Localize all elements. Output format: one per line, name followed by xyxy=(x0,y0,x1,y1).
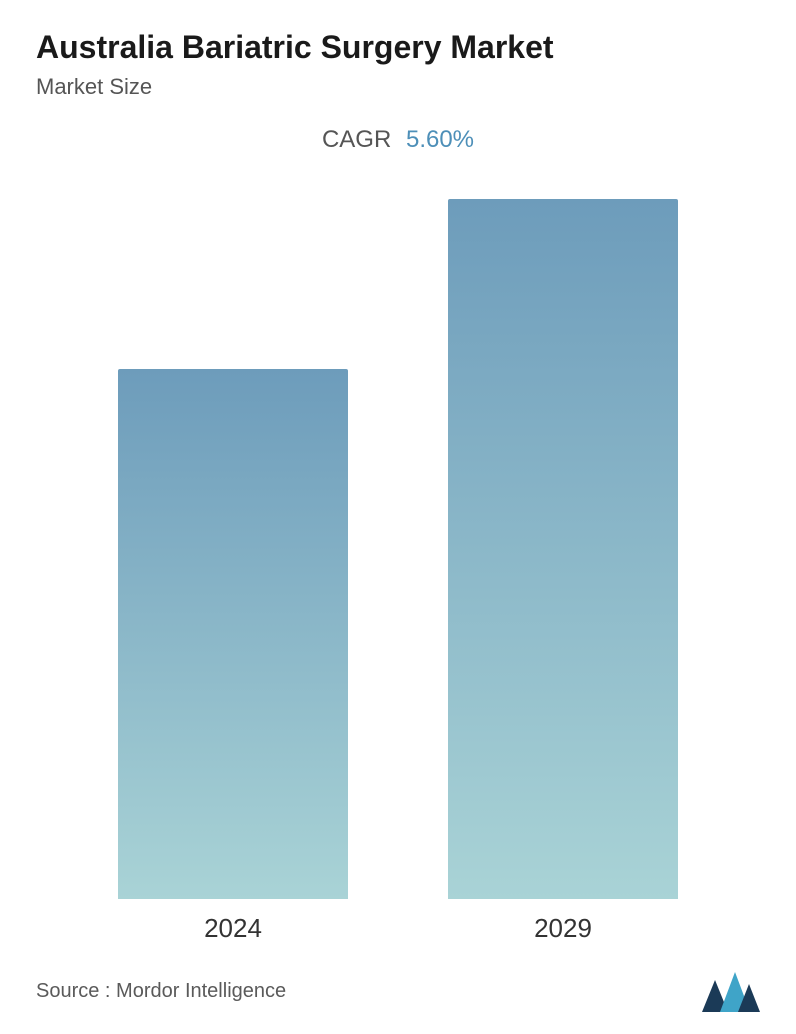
bar-label: 2029 xyxy=(534,913,592,944)
bar xyxy=(448,199,678,899)
cagr-row: CAGR 5.60% xyxy=(36,126,760,154)
source-text: Source : Mordor Intelligence xyxy=(36,980,286,1003)
bars-wrap: 2024 2029 xyxy=(36,174,760,944)
chart-title: Australia Bariatric Surgery Market xyxy=(36,28,760,66)
cagr-value: 5.60% xyxy=(406,126,474,153)
chart-subtitle: Market Size xyxy=(36,74,760,100)
bar-group: 2029 xyxy=(448,199,678,944)
chart-area: 2024 2029 xyxy=(36,174,760,944)
footer: Source : Mordor Intelligence xyxy=(36,954,760,1034)
bar-label: 2024 xyxy=(204,913,262,944)
cagr-label: CAGR xyxy=(322,126,391,153)
bar xyxy=(118,369,348,899)
chart-container: Australia Bariatric Surgery Market Marke… xyxy=(0,0,796,1034)
bar-group: 2024 xyxy=(118,369,348,944)
mordor-logo-icon xyxy=(702,970,760,1012)
